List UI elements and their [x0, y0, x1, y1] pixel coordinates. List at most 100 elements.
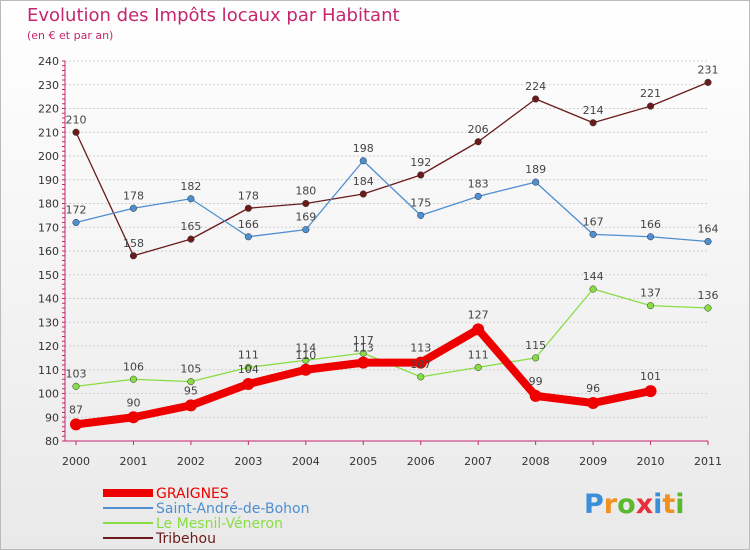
- data-point: [417, 211, 425, 219]
- data-point: [242, 378, 255, 390]
- data-label: 192: [410, 156, 431, 169]
- legend-label: Tribehou: [155, 531, 216, 547]
- data-point: [72, 218, 80, 227]
- data-label: 183: [468, 177, 489, 190]
- data-point: [302, 226, 310, 234]
- x-tick-label: 2006: [407, 455, 435, 468]
- chart-subtitle: (en € et par an): [27, 29, 114, 42]
- y-tick-label: 130: [38, 316, 59, 329]
- data-point: [589, 230, 597, 238]
- data-point: [244, 363, 252, 371]
- y-tick-label: 190: [38, 174, 59, 187]
- data-label: 210: [66, 113, 87, 126]
- data-label: 198: [353, 142, 374, 155]
- data-label: 206: [468, 123, 489, 136]
- data-label: 165: [180, 220, 201, 233]
- data-label: 178: [238, 189, 259, 202]
- data-point: [644, 385, 657, 398]
- y-tick-label: 200: [38, 150, 59, 163]
- y-tick-label: 240: [38, 55, 59, 68]
- data-point: [417, 171, 425, 179]
- data-point: [302, 199, 310, 208]
- x-tick-label: 2003: [234, 455, 262, 468]
- data-label: 96: [586, 382, 600, 395]
- data-point: [532, 178, 540, 186]
- data-label: 175: [410, 196, 431, 209]
- data-point: [184, 399, 197, 412]
- data-label: 166: [640, 218, 661, 231]
- data-point: [129, 252, 138, 260]
- data-label: 107: [410, 358, 431, 371]
- legend-label: GRAIGNES: [156, 486, 229, 502]
- data-point: [646, 302, 655, 310]
- data-point: [357, 356, 370, 369]
- x-tick-label: 2009: [579, 455, 607, 468]
- data-point: [129, 375, 138, 383]
- data-label: 105: [180, 363, 201, 376]
- data-point: [532, 354, 540, 362]
- data-point: [187, 235, 195, 243]
- x-tick-label: 2011: [694, 455, 722, 468]
- x-tick-label: 2008: [522, 455, 550, 468]
- data-point: [244, 204, 252, 212]
- data-label: 101: [640, 370, 661, 383]
- data-point: [532, 95, 540, 103]
- data-point: [70, 418, 82, 431]
- y-tick-label: 180: [38, 198, 59, 211]
- data-label: 111: [238, 348, 259, 361]
- logo-letter: P: [584, 489, 604, 520]
- data-point: [704, 78, 712, 86]
- data-point: [646, 233, 655, 241]
- data-label: 87: [69, 403, 83, 416]
- y-tick-label: 230: [38, 79, 59, 92]
- data-label: 113: [353, 342, 374, 355]
- logo-letter: i: [675, 489, 685, 520]
- data-point: [704, 304, 712, 312]
- data-label: 103: [66, 367, 87, 380]
- data-point: [646, 102, 655, 110]
- logo-letter: x: [635, 489, 654, 520]
- data-label: 158: [123, 237, 144, 250]
- data-label: 184: [353, 175, 374, 188]
- logo-letter: r: [603, 489, 618, 520]
- data-point: [472, 323, 485, 336]
- data-point: [417, 373, 425, 381]
- data-label: 169: [295, 211, 316, 224]
- data-label: 172: [66, 204, 87, 217]
- data-point: [474, 363, 482, 371]
- data-label: 224: [525, 80, 546, 93]
- y-tick-label: 140: [38, 293, 59, 306]
- data-label: 104: [238, 363, 259, 376]
- data-point: [359, 349, 367, 357]
- data-label: 182: [180, 180, 201, 193]
- data-label: 166: [238, 218, 259, 231]
- series-line: [75, 288, 709, 388]
- data-point: [302, 356, 310, 364]
- data-point: [587, 397, 600, 409]
- x-tick-label: 2000: [62, 455, 90, 468]
- data-point: [704, 237, 712, 246]
- data-label: 167: [583, 215, 604, 228]
- data-point: [474, 138, 482, 146]
- data-point: [589, 119, 597, 127]
- data-point: [474, 192, 482, 200]
- data-label: 99: [529, 375, 543, 388]
- y-tick-label: 110: [38, 364, 59, 377]
- data-label: 90: [126, 396, 140, 409]
- data-point: [359, 190, 367, 198]
- legend-label: Le Mesnil-Véneron: [156, 516, 283, 532]
- data-label: 221: [640, 87, 661, 100]
- data-label: 180: [295, 185, 316, 198]
- chart-title: Evolution des Impôts locaux par Habitant: [27, 5, 400, 26]
- data-point: [72, 128, 80, 136]
- data-point: [299, 363, 312, 376]
- data-label: 114: [295, 341, 316, 354]
- data-label: 214: [583, 104, 604, 117]
- data-label: 111: [468, 348, 489, 361]
- x-tick-label: 2010: [637, 455, 665, 468]
- data-point: [359, 157, 367, 165]
- series-line: [75, 81, 709, 257]
- y-tick-label: 210: [38, 126, 59, 139]
- data-label: 137: [640, 287, 661, 300]
